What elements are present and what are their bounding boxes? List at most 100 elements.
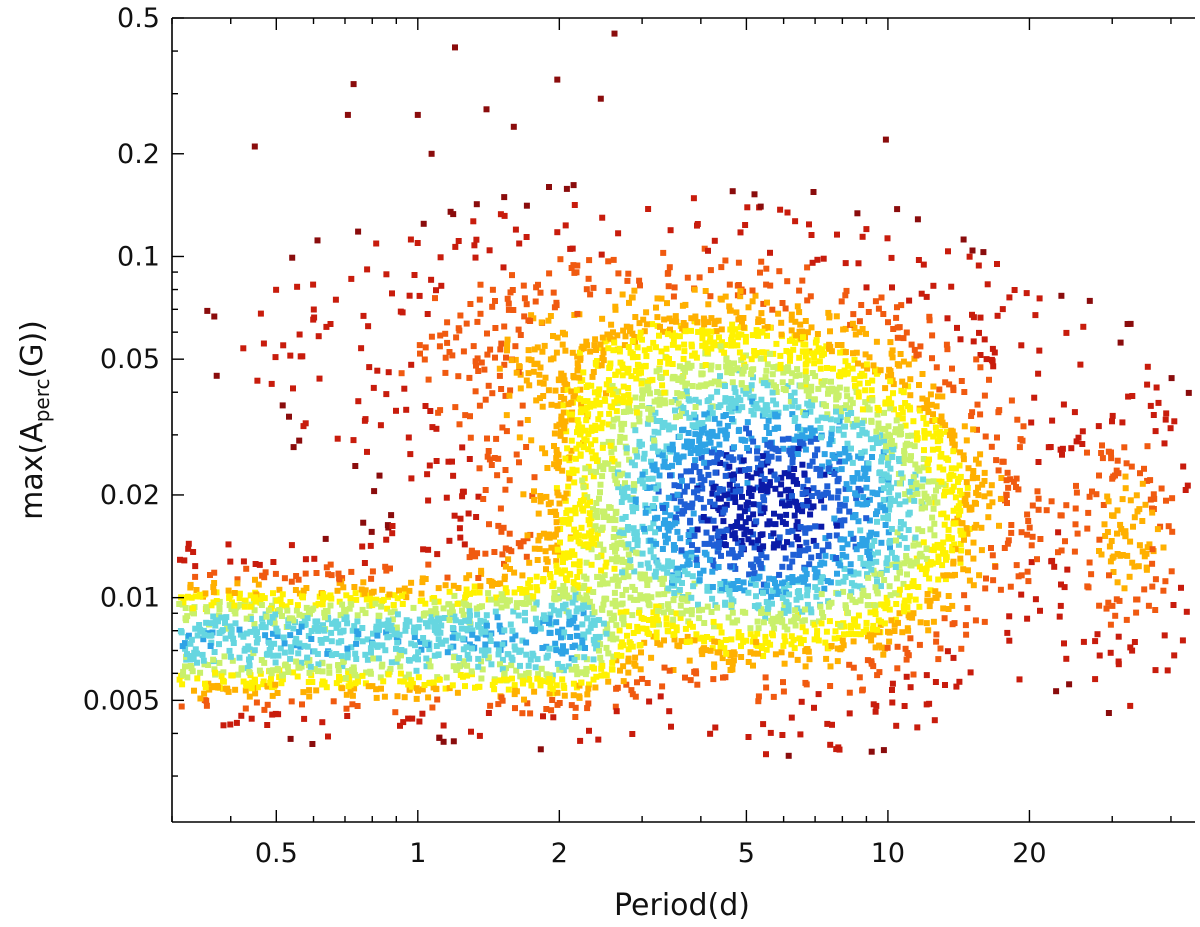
data-point xyxy=(707,267,714,274)
data-point xyxy=(611,565,618,572)
data-point xyxy=(1153,384,1160,391)
data-point xyxy=(626,397,633,404)
data-point xyxy=(583,338,590,345)
data-point xyxy=(776,268,783,275)
data-point xyxy=(673,318,680,325)
data-point xyxy=(859,686,866,693)
data-point xyxy=(734,365,741,372)
data-point xyxy=(1037,607,1043,614)
data-point xyxy=(747,394,754,401)
data-point xyxy=(896,501,903,508)
data-point xyxy=(918,505,925,512)
data-point xyxy=(697,382,704,389)
data-point xyxy=(828,378,834,385)
data-point xyxy=(923,420,930,427)
data-point xyxy=(647,537,654,544)
data-point xyxy=(821,451,828,458)
data-point xyxy=(767,468,774,475)
data-point xyxy=(529,492,536,499)
data-point xyxy=(874,518,880,525)
data-point xyxy=(203,702,210,709)
data-point xyxy=(774,476,781,483)
data-point xyxy=(637,642,644,648)
data-point xyxy=(468,547,475,554)
data-point xyxy=(586,510,593,517)
data-point xyxy=(910,418,917,425)
data-point xyxy=(617,667,623,674)
data-point xyxy=(891,406,897,413)
data-point xyxy=(420,220,427,227)
data-point xyxy=(1124,321,1131,327)
data-point xyxy=(711,663,718,670)
data-point xyxy=(763,646,770,653)
data-point xyxy=(798,640,804,647)
data-point xyxy=(638,649,644,656)
data-point xyxy=(571,551,578,558)
data-point xyxy=(674,570,681,577)
data-point xyxy=(258,593,265,600)
data-point xyxy=(842,496,849,503)
data-point xyxy=(609,383,616,389)
data-point xyxy=(1169,495,1176,502)
data-point xyxy=(749,287,756,294)
data-point xyxy=(645,379,652,386)
data-point xyxy=(820,614,827,620)
data-point xyxy=(478,359,485,366)
data-point xyxy=(870,622,877,629)
data-point xyxy=(958,520,965,527)
data-point xyxy=(648,654,655,661)
data-point xyxy=(1109,554,1116,561)
data-point xyxy=(896,610,903,617)
data-point xyxy=(588,427,595,434)
data-point xyxy=(495,647,502,654)
data-point xyxy=(431,652,438,659)
data-point xyxy=(347,595,354,602)
data-point xyxy=(299,701,305,708)
data-point xyxy=(615,368,622,375)
data-point xyxy=(904,440,910,447)
data-point xyxy=(513,604,520,610)
data-point xyxy=(466,572,473,579)
data-point xyxy=(790,551,797,558)
data-point xyxy=(262,632,269,639)
data-point xyxy=(923,620,930,627)
data-point xyxy=(570,680,577,687)
data-point xyxy=(937,645,944,652)
data-point xyxy=(818,497,825,504)
data-point xyxy=(791,512,798,519)
data-point xyxy=(600,546,607,553)
data-point xyxy=(682,301,689,308)
data-point xyxy=(615,484,622,491)
data-point xyxy=(881,620,888,627)
data-point xyxy=(1142,501,1149,508)
data-point xyxy=(664,569,671,576)
data-point xyxy=(456,663,463,670)
data-point xyxy=(520,538,527,545)
data-point xyxy=(349,692,356,699)
data-point xyxy=(957,559,964,566)
data-point xyxy=(850,350,856,357)
data-point xyxy=(1114,551,1121,557)
data-point xyxy=(794,656,801,663)
data-point xyxy=(850,423,857,430)
data-point xyxy=(475,655,482,662)
data-point xyxy=(751,575,757,582)
data-point xyxy=(571,561,577,568)
data-point xyxy=(703,463,710,470)
data-point xyxy=(662,517,668,524)
data-point xyxy=(192,593,199,600)
data-point xyxy=(694,319,701,326)
data-point xyxy=(563,490,570,497)
data-point xyxy=(625,573,632,580)
data-point xyxy=(718,629,725,636)
data-point xyxy=(593,535,599,542)
data-point xyxy=(632,314,639,320)
data-point xyxy=(970,474,976,480)
data-point xyxy=(796,372,803,379)
data-point xyxy=(1129,647,1136,654)
data-point xyxy=(751,570,758,577)
data-point xyxy=(623,681,630,688)
data-point xyxy=(1008,529,1015,536)
data-point xyxy=(641,347,648,354)
data-point xyxy=(553,619,560,626)
